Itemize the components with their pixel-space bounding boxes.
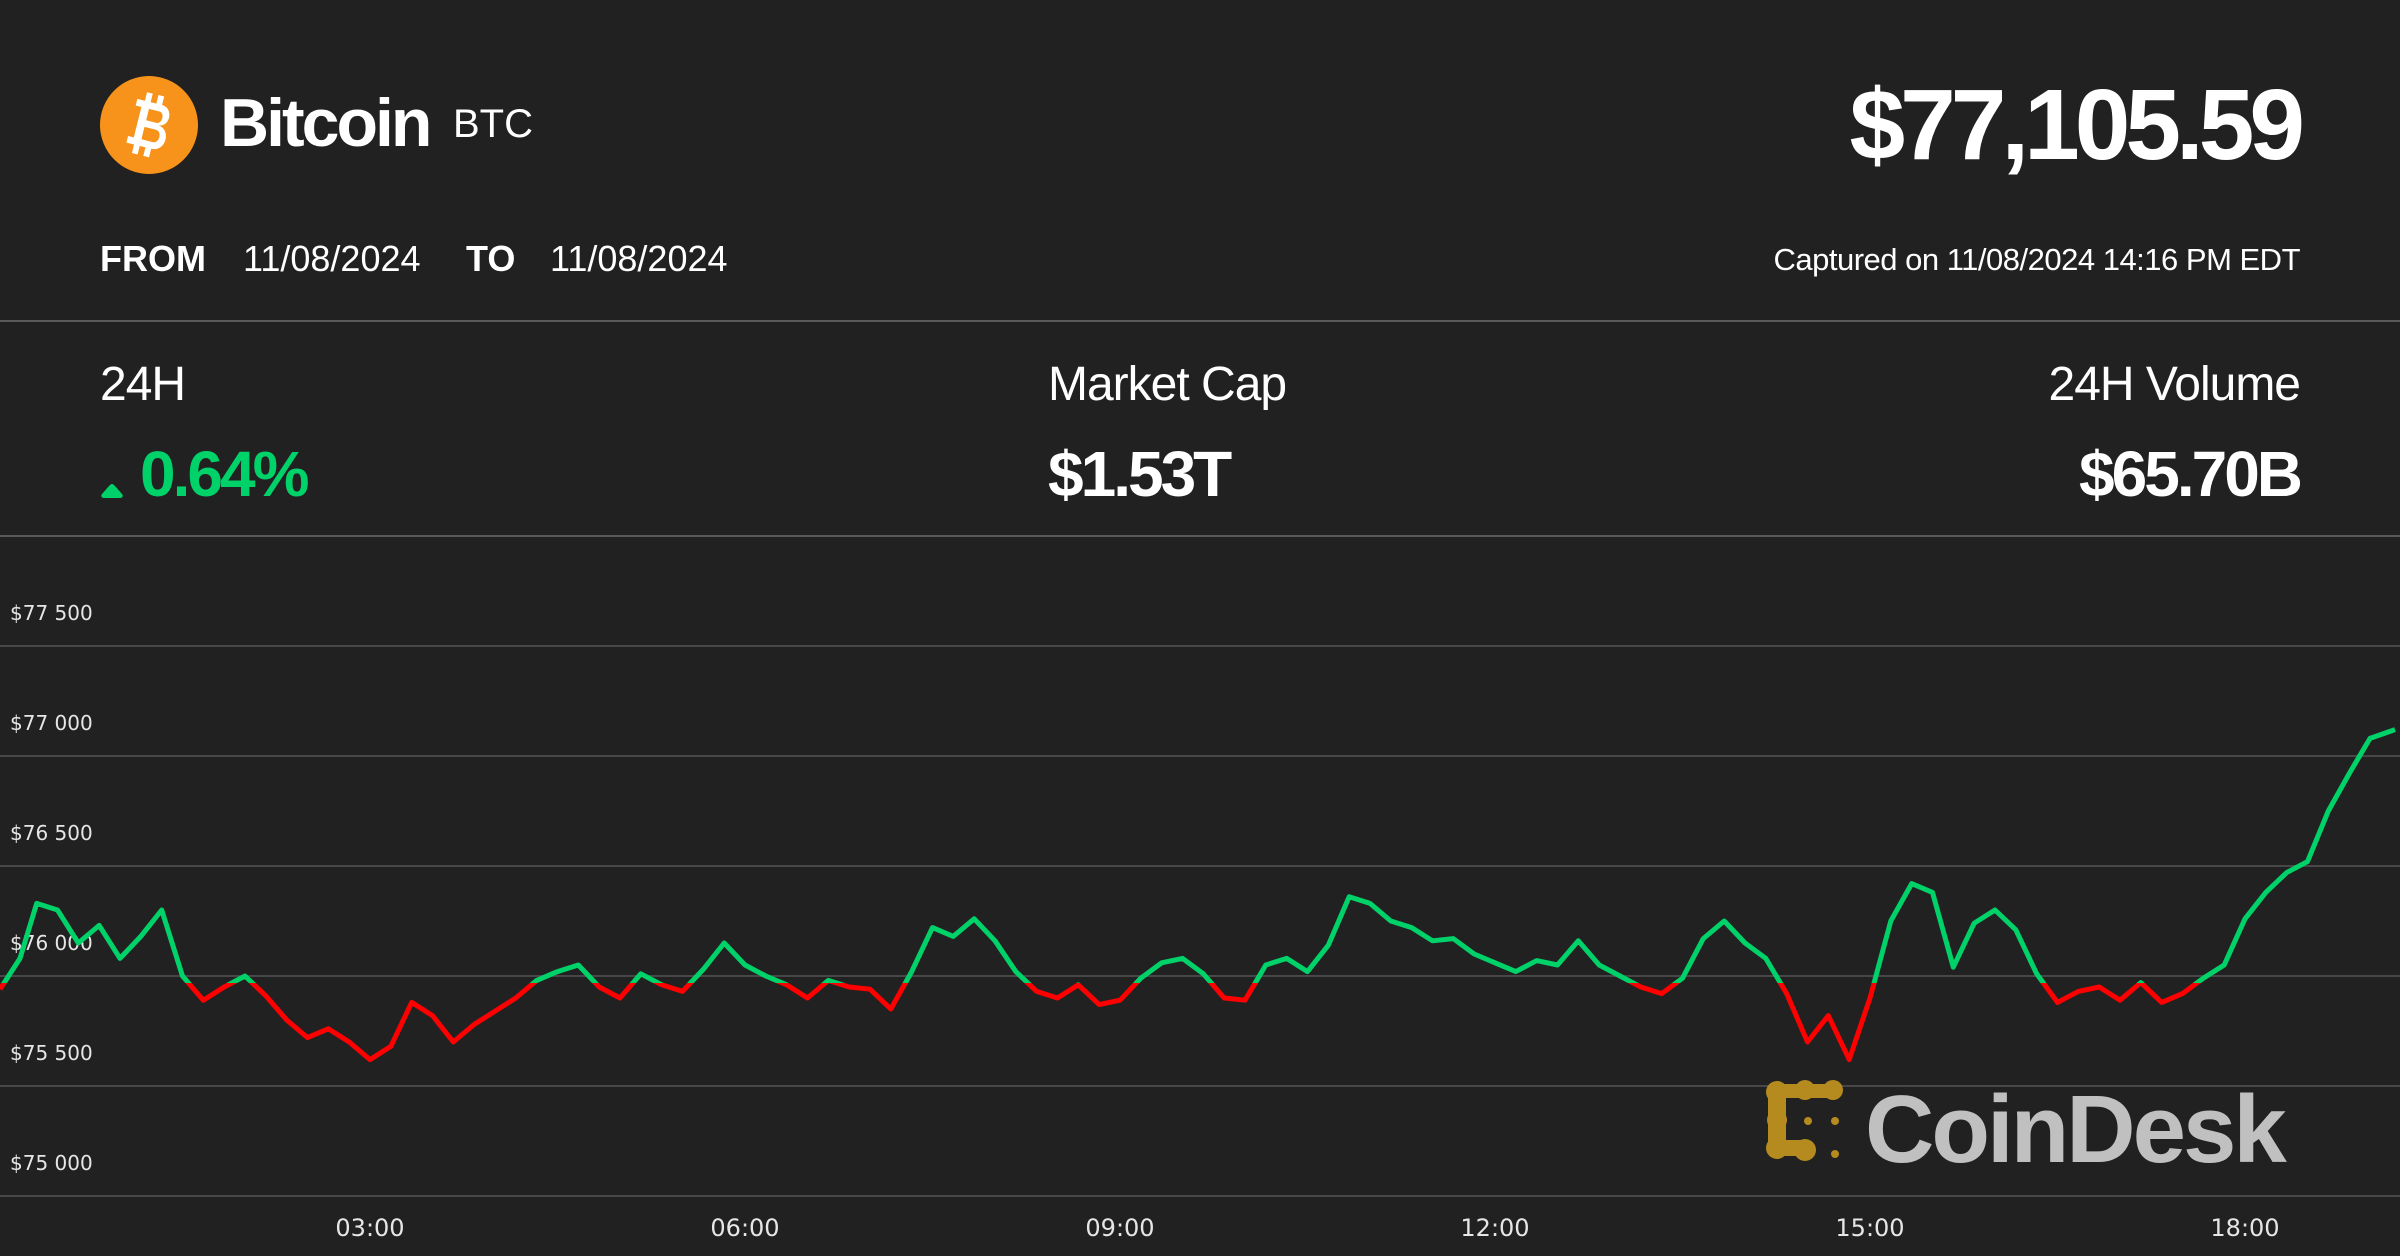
change-24h-label: 24H xyxy=(100,358,186,411)
x-axis-label: 18:00 xyxy=(2210,1214,2279,1242)
chart-gridlines xyxy=(0,645,2400,1197)
gridline xyxy=(0,1195,2400,1197)
from-label: FROM xyxy=(100,238,206,279)
price-chart: $77 500$77 000$76 500$76 000$75 500$75 0… xyxy=(0,601,2400,1242)
x-axis-label: 06:00 xyxy=(710,1214,779,1242)
market-cap-label: Market Cap xyxy=(1048,358,1287,411)
coin-name: Bitcoin xyxy=(220,85,432,161)
x-axis-label: 15:00 xyxy=(1835,1214,1904,1242)
x-axis-label: 12:00 xyxy=(1460,1214,1529,1242)
gridline xyxy=(0,865,2400,867)
x-axis-labels: 03:00 06:00 09:00 12:00 15:00 18:00 xyxy=(335,1214,2279,1242)
price-line-above-open xyxy=(1,727,2396,984)
y-axis-label: $75 500 xyxy=(10,1041,93,1065)
change-24h-value: 0.64% xyxy=(140,438,309,510)
current-price: $77,105.59 xyxy=(1849,69,2305,181)
gridline xyxy=(0,1085,2400,1087)
coindesk-logo-icon xyxy=(1766,1080,1843,1161)
x-axis-label: 09:00 xyxy=(1085,1214,1154,1242)
y-axis-label: $77 500 xyxy=(10,601,93,625)
x-axis-label: 03:00 xyxy=(335,1214,404,1242)
coindesk-wordmark: CoinDesk xyxy=(1865,1076,2287,1183)
market-cap-value: $1.53T xyxy=(1048,438,1232,510)
y-axis-label: $76 500 xyxy=(10,821,93,845)
coin-symbol: BTC xyxy=(453,102,533,146)
bitcoin-logo-icon xyxy=(100,76,198,174)
price-line-below-open xyxy=(0,983,2201,1063)
y-axis-label: $77 000 xyxy=(10,711,93,735)
y-axis-labels: $77 500$77 000$76 500$76 000$75 500$75 0… xyxy=(10,601,93,1175)
from-date: 11/08/2024 xyxy=(243,238,421,279)
y-axis-label: $75 000 xyxy=(10,1151,93,1175)
gridline xyxy=(0,645,2400,647)
divider xyxy=(0,535,2400,537)
volume-24h-value: $65.70B xyxy=(2079,438,2303,510)
gridline xyxy=(0,975,2400,977)
triangle-up-icon xyxy=(101,484,123,498)
to-date: 11/08/2024 xyxy=(550,238,728,279)
to-label: TO xyxy=(466,238,516,279)
captured-timestamp: Captured on 11/08/2024 14:16 PM EDT xyxy=(1773,242,2301,277)
gridline xyxy=(0,755,2400,757)
divider xyxy=(0,320,2400,322)
volume-24h-label: 24H Volume xyxy=(2048,358,2301,411)
